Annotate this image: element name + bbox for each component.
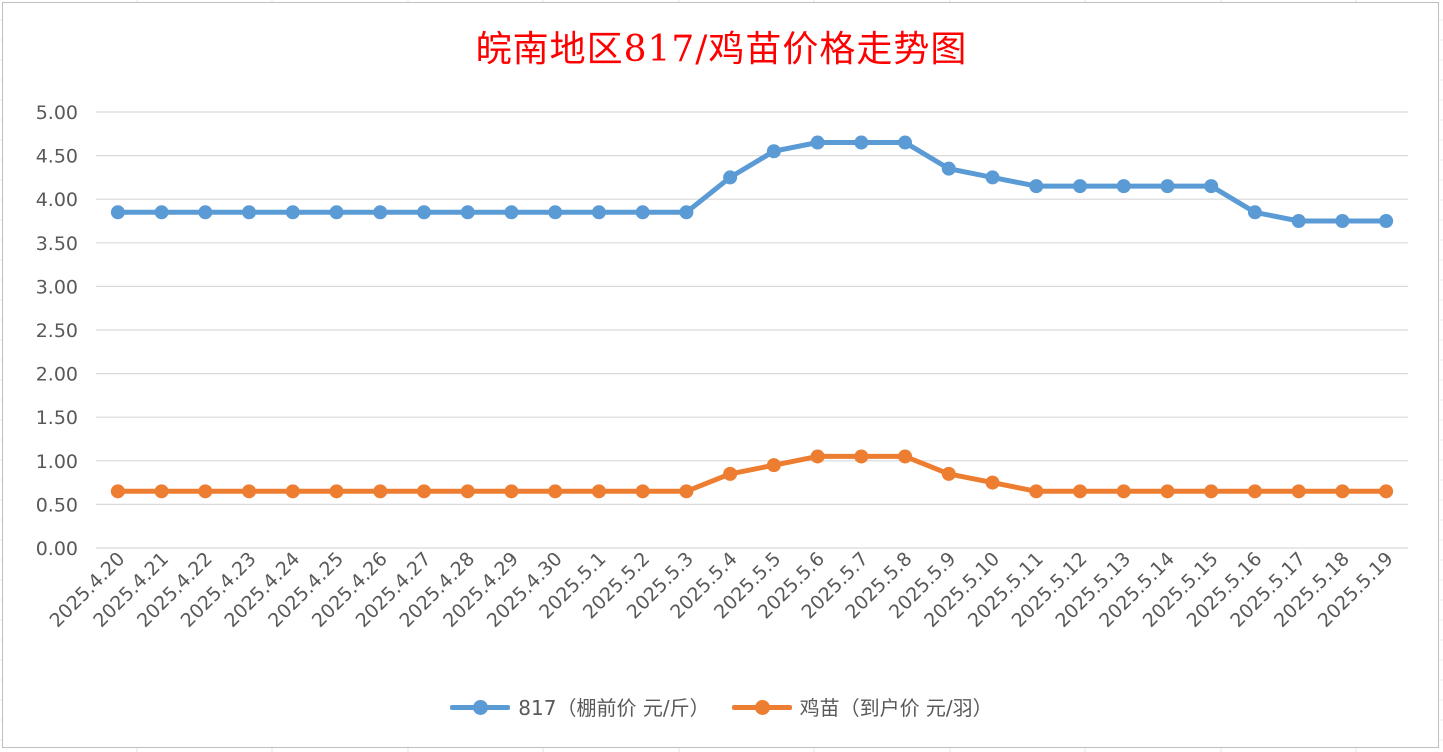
data-point-1[interactable] [1335, 484, 1350, 499]
data-point-0[interactable] [285, 205, 300, 220]
data-point-1[interactable] [285, 484, 300, 499]
data-point-1[interactable] [1116, 484, 1131, 499]
data-point-1[interactable] [198, 484, 213, 499]
y-tick-label: 5.00 [36, 102, 78, 124]
data-point-0[interactable] [679, 205, 694, 220]
data-point-0[interactable] [591, 205, 606, 220]
data-point-0[interactable] [1247, 205, 1262, 220]
y-tick-label: 3.50 [36, 233, 78, 255]
data-point-1[interactable] [810, 449, 825, 464]
y-tick-label: 1.50 [36, 407, 78, 429]
legend-dot-817 [473, 699, 489, 715]
data-point-1[interactable] [1247, 484, 1262, 499]
data-point-0[interactable] [1291, 214, 1306, 228]
chart-legend[interactable]: 817（棚前价 元/斤） 鸡苗（到户价 元/羽） [0, 692, 1443, 721]
legend-marker-chick [731, 699, 792, 715]
data-point-0[interactable] [154, 205, 169, 220]
data-point-0[interactable] [1379, 214, 1394, 228]
data-point-1[interactable] [635, 484, 650, 499]
data-point-1[interactable] [460, 484, 475, 499]
data-point-1[interactable] [1204, 484, 1219, 499]
data-point-1[interactable] [1029, 484, 1044, 499]
data-point-0[interactable] [635, 205, 650, 220]
y-tick-label: 4.00 [36, 189, 78, 211]
y-tick-label: 0.00 [36, 538, 78, 560]
data-point-1[interactable] [941, 466, 956, 481]
data-point-1[interactable] [110, 484, 125, 499]
y-tick-label: 4.50 [36, 146, 78, 168]
data-point-0[interactable] [1073, 179, 1087, 194]
data-point-1[interactable] [329, 484, 344, 499]
data-point-1[interactable] [1073, 484, 1087, 499]
data-point-1[interactable] [154, 484, 169, 499]
data-point-1[interactable] [766, 458, 781, 473]
y-tick-label: 3.00 [36, 276, 78, 298]
data-point-1[interactable] [591, 484, 606, 499]
data-point-1[interactable] [417, 484, 431, 499]
data-point-0[interactable] [373, 205, 388, 220]
data-point-0[interactable] [417, 205, 431, 220]
data-point-0[interactable] [1160, 179, 1175, 194]
legend-dot-chick [754, 699, 770, 715]
data-point-1[interactable] [854, 449, 869, 464]
series-line-1[interactable] [115, 453, 1389, 494]
data-point-0[interactable] [766, 144, 781, 159]
legend-label-817: 817（棚前价 元/斤） [518, 696, 710, 720]
chart-title: 皖南地区817/鸡苗价格走势图 [475, 29, 968, 70]
data-point-0[interactable] [460, 205, 475, 220]
data-point-0[interactable] [1204, 179, 1219, 194]
data-point-1[interactable] [373, 484, 388, 499]
series-line-0[interactable] [115, 140, 1389, 224]
legend-item-chick[interactable]: 鸡苗（到户价 元/羽） [731, 692, 993, 721]
data-point-0[interactable] [810, 135, 825, 150]
data-point-1[interactable] [723, 466, 738, 481]
y-tick-label: 2.50 [36, 320, 78, 342]
legend-item-817[interactable]: 817（棚前价 元/斤） [450, 692, 710, 721]
data-point-0[interactable] [898, 135, 913, 150]
data-point-0[interactable] [504, 205, 519, 220]
data-point-0[interactable] [548, 205, 563, 220]
data-point-1[interactable] [1160, 484, 1175, 499]
data-point-0[interactable] [198, 205, 213, 220]
data-point-0[interactable] [854, 135, 869, 150]
data-point-0[interactable] [242, 205, 257, 220]
data-point-1[interactable] [898, 449, 913, 464]
data-point-1[interactable] [242, 484, 257, 499]
data-point-0[interactable] [110, 205, 125, 220]
y-tick-label: 1.00 [36, 451, 78, 473]
data-point-0[interactable] [941, 161, 956, 176]
data-point-1[interactable] [679, 484, 694, 499]
data-point-0[interactable] [329, 205, 344, 220]
data-point-1[interactable] [504, 484, 519, 499]
y-tick-label: 2.00 [36, 364, 78, 386]
data-point-1[interactable] [1291, 484, 1306, 499]
data-point-0[interactable] [1029, 179, 1044, 194]
y-tick-label: 0.50 [36, 494, 78, 516]
data-point-1[interactable] [1379, 484, 1394, 499]
data-point-0[interactable] [985, 170, 1000, 185]
data-point-0[interactable] [1116, 179, 1131, 194]
legend-label-chick: 鸡苗（到户价 元/羽） [799, 696, 993, 720]
data-point-0[interactable] [723, 170, 738, 185]
data-point-1[interactable] [985, 475, 1000, 490]
data-point-1[interactable] [548, 484, 563, 499]
data-point-0[interactable] [1335, 214, 1350, 228]
legend-marker-817 [450, 699, 511, 715]
